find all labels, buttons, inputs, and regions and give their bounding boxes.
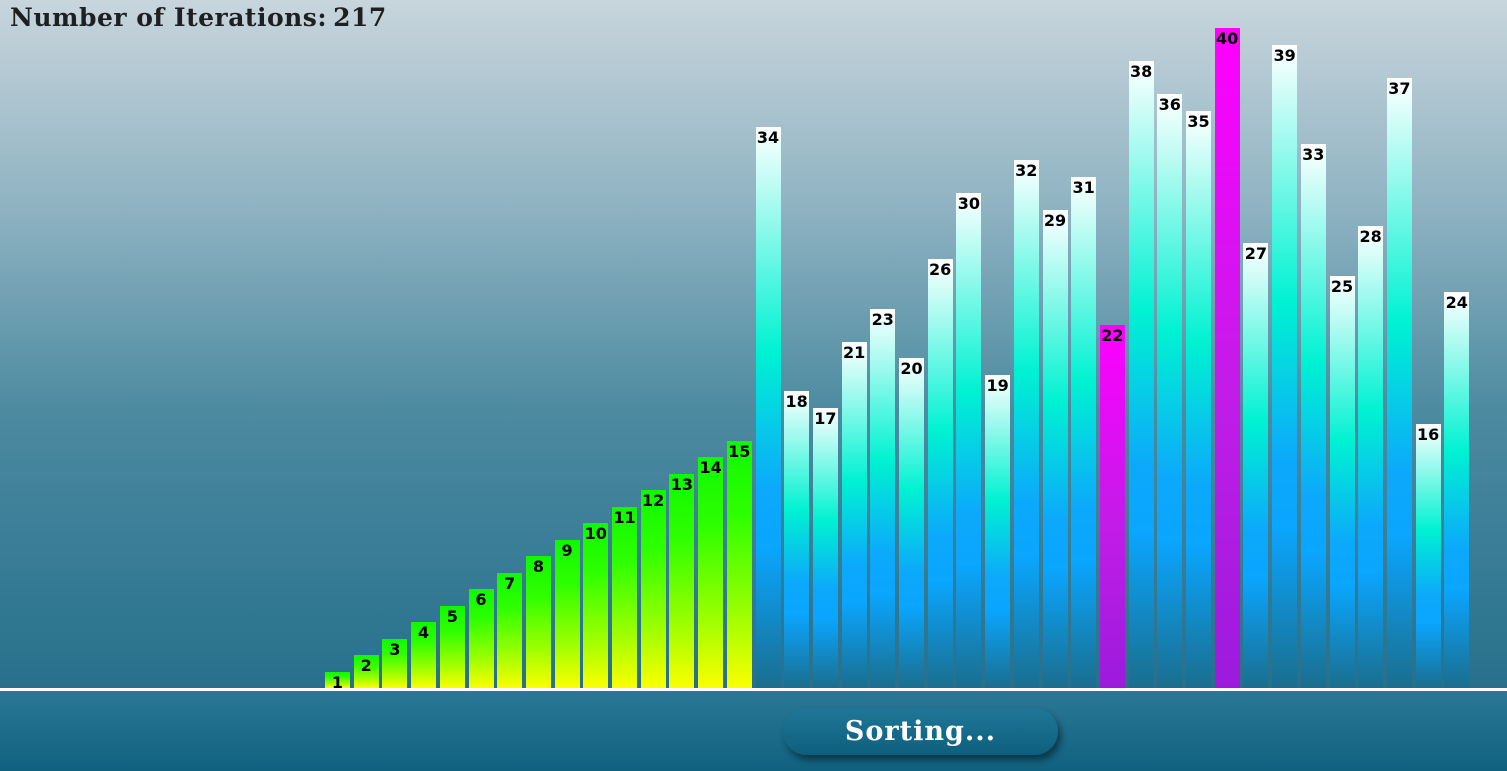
bar-label: 12 [642,491,665,510]
bar-31: 31 [1071,176,1097,688]
bar-15: 15 [726,440,752,688]
bar-29: 29 [1042,209,1068,688]
bar-label: 36 [1158,95,1181,114]
bar-label: 20 [900,359,923,378]
bar-6: 6 [468,589,494,688]
bar-label: 38 [1129,62,1153,81]
bar-label: 14 [699,458,722,477]
bar-label: 27 [1244,243,1268,263]
bar-label: 19 [986,375,1009,395]
bar-label: 32 [1015,161,1038,180]
bar-23: 23 [870,308,896,688]
bar-label: 18 [785,392,808,411]
bar-3: 3 [382,638,408,688]
bar-16: 16 [1415,424,1441,688]
bar-label: 11 [613,507,636,527]
bar-36: 36 [1157,94,1183,688]
bar-24: 24 [1444,292,1470,688]
bar-34: 34 [755,127,781,688]
footer-panel [0,691,1507,771]
bar-32: 32 [1013,160,1039,688]
bar-40: 40 [1214,28,1240,688]
bar-label: 6 [475,590,487,609]
bar-25: 25 [1329,275,1355,688]
bar-label: 39 [1273,45,1296,65]
bar-label: 30 [957,194,981,213]
bar-label: 4 [418,623,430,642]
bar-12: 12 [640,490,666,688]
bar-35: 35 [1186,110,1211,688]
bar-label: 9 [561,540,573,560]
bar-19: 19 [985,374,1011,688]
bar-label: 15 [728,441,751,461]
bar-label: 7 [504,573,516,593]
chart-baseline [0,688,1507,691]
bar-label: 40 [1216,29,1239,48]
bar-label: 35 [1187,111,1210,131]
iterations-value: 217 [333,3,387,32]
bar-1: 1 [325,671,350,691]
bar-22: 22 [1099,325,1125,688]
bar-label: 26 [929,260,952,279]
bar-21: 21 [841,341,867,688]
bar-label: 37 [1388,78,1411,98]
bar-33: 33 [1300,143,1326,688]
bar-5: 5 [439,605,465,688]
bar-label: 29 [1043,210,1067,230]
bar-label: 10 [584,524,607,543]
bar-2: 2 [353,655,379,688]
bar-label: 13 [670,474,694,494]
sort-button[interactable]: Sorting... [783,708,1058,755]
bar-label: 8 [532,557,544,576]
bar-20: 20 [899,358,924,688]
bar-14: 14 [698,457,724,688]
bar-38: 38 [1128,61,1154,688]
bar-chart: 1 2 3 4 5 6 7 8 9 10 11 12 13 14 15 34 18 17 21 23 20 26 30 19 3… [325,28,1470,691]
bar-label: 5 [446,606,458,626]
bar-label: 17 [814,408,837,428]
bar-label: 22 [1101,326,1124,345]
bar-26: 26 [927,259,953,688]
bar-label: 3 [389,639,401,659]
bar-7: 7 [497,572,523,688]
bar-18: 18 [784,391,810,688]
bar-28: 28 [1358,226,1384,688]
bar-label: 25 [1330,276,1354,296]
bar-30: 30 [956,193,982,688]
bar-13: 13 [669,473,695,688]
bar-label: 33 [1302,144,1325,164]
bar-label: 34 [756,128,780,147]
bar-label: 2 [360,656,372,675]
bar-4: 4 [411,622,437,688]
bar-label: 21 [842,342,866,362]
bar-27: 27 [1243,242,1269,688]
bar-39: 39 [1272,44,1298,688]
bar-17: 17 [812,407,838,688]
bar-label: 28 [1359,227,1382,246]
bar-label: 1 [331,672,344,692]
bar-8: 8 [525,556,551,688]
bar-label: 31 [1072,177,1095,197]
iterations-counter: Number of Iterations: 217 [10,3,387,32]
visualizer-stage: Number of Iterations: 217 1 2 3 4 5 6 7 8 9 10 11 12… [0,0,1507,691]
bar-9: 9 [554,539,580,688]
bar-37: 37 [1386,77,1412,688]
bar-label: 24 [1445,293,1468,312]
bar-label: 23 [871,309,894,329]
bar-label: 16 [1416,425,1440,444]
bar-10: 10 [583,523,609,688]
bar-11: 11 [612,506,637,688]
iterations-label: Number of Iterations: [10,3,328,32]
